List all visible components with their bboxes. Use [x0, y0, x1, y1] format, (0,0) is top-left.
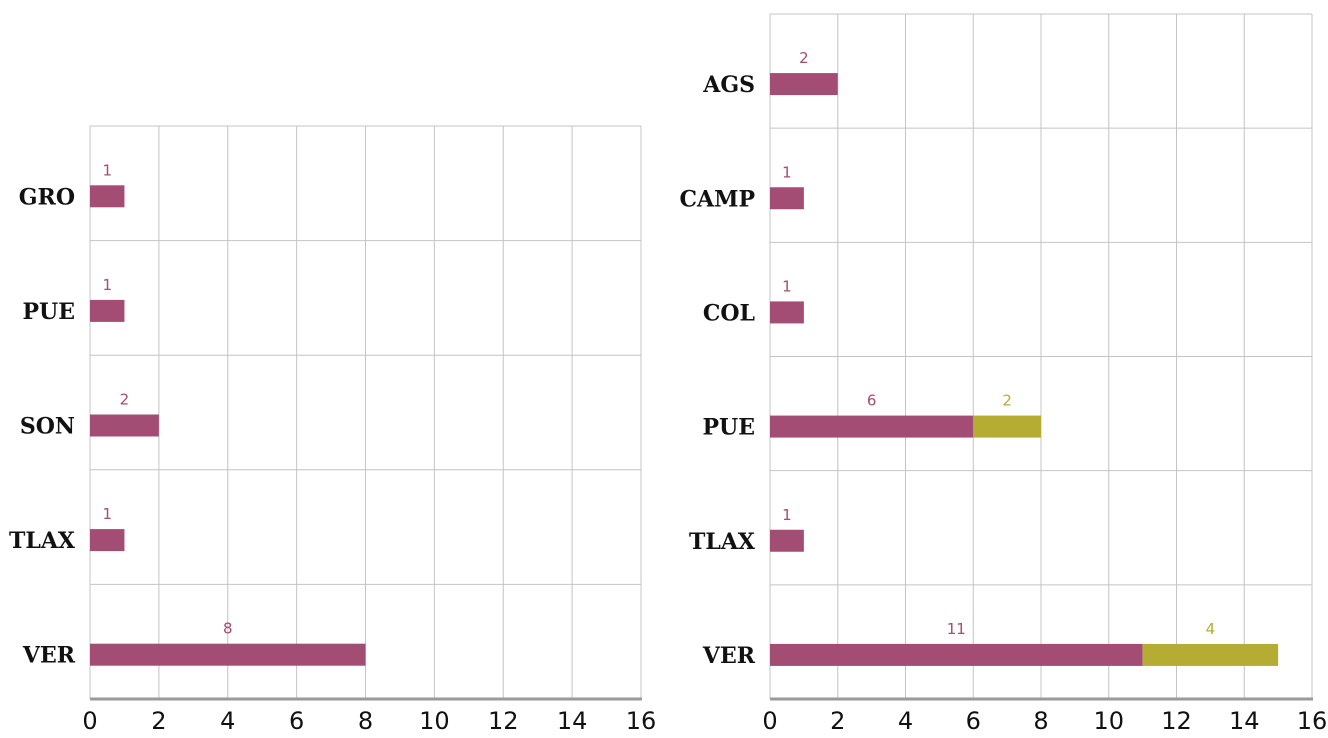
bar-segment — [770, 187, 804, 210]
data-label: 1 — [102, 505, 112, 523]
x-tick-label: 16 — [1297, 707, 1328, 735]
data-label: 1 — [782, 506, 792, 524]
bar-segment — [770, 529, 804, 552]
category-label: GRO — [19, 184, 75, 210]
category-label: CAMP — [680, 186, 755, 212]
x-tick-label: 12 — [1161, 707, 1192, 735]
category-label: TLAX — [9, 528, 76, 554]
category-label: VER — [702, 643, 756, 669]
bar-segment — [90, 643, 366, 666]
data-label: 2 — [120, 391, 130, 409]
category-label: TLAX — [689, 529, 756, 555]
category-label: AGS — [702, 72, 755, 98]
data-label: 11 — [947, 620, 966, 638]
bar-segment — [1142, 643, 1279, 666]
x-tick-label: 10 — [419, 707, 450, 735]
x-tick-label: 0 — [762, 707, 777, 735]
data-label: 1 — [102, 161, 112, 179]
x-tick-label: 2 — [830, 707, 845, 735]
x-tick-label: 12 — [488, 707, 519, 735]
x-tick-label: 6 — [289, 707, 304, 735]
x-tick-label: 6 — [966, 707, 981, 735]
chart-panel-1: 0 2 4 6 8 10 12 14 16 GRO 1 PUE 1 SON 2 TLAX 1 VER 8 — [9, 125, 657, 735]
bar-segment — [90, 185, 125, 208]
bar-segment — [770, 73, 838, 96]
chart-panel-2: 0 2 4 6 8 10 12 14 16 AGS 2 CAMP 1 COL 1 PUE 6 2 TLAX 1 VER 1… — [680, 13, 1328, 735]
x-tick-label: 8 — [358, 707, 373, 735]
bar-segment — [973, 415, 1041, 438]
x-tick-label: 2 — [151, 707, 166, 735]
category-label: PUE — [23, 299, 76, 325]
data-label: 8 — [223, 620, 233, 638]
x-tick-label: 4 — [898, 707, 913, 735]
data-label: 1 — [782, 163, 792, 181]
bar-segment — [90, 529, 125, 552]
bar-segment — [770, 643, 1143, 666]
bar-segment — [770, 415, 974, 438]
data-label: 1 — [102, 276, 112, 294]
x-tick-label: 0 — [82, 707, 97, 735]
x-tick-label: 14 — [557, 707, 588, 735]
category-label: VER — [22, 643, 76, 669]
category-label: SON — [20, 414, 75, 440]
data-label: 1 — [782, 277, 792, 295]
x-tick-label: 8 — [1033, 707, 1048, 735]
bar-segment — [90, 414, 159, 437]
bar-segment — [90, 299, 125, 322]
data-label: 2 — [1002, 392, 1012, 410]
bar-segment — [770, 301, 804, 324]
x-tick-label: 16 — [626, 707, 657, 735]
x-tick-label: 10 — [1093, 707, 1124, 735]
data-label: 4 — [1206, 620, 1216, 638]
data-label: 6 — [867, 392, 877, 410]
data-label: 2 — [799, 49, 809, 67]
x-tick-label: 14 — [1229, 707, 1260, 735]
x-tick-label: 4 — [220, 707, 235, 735]
category-label: COL — [703, 300, 755, 326]
category-label: PUE — [703, 415, 756, 441]
